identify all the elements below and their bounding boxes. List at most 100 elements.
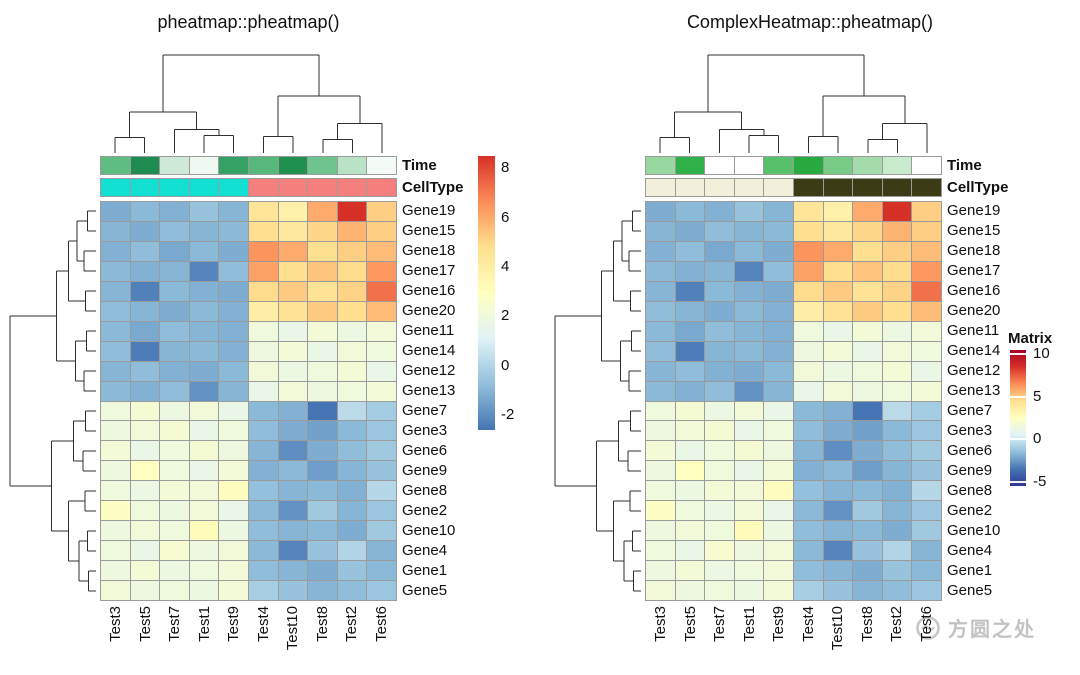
heatmap-cell	[734, 441, 764, 461]
row-label: Gene13	[402, 382, 456, 399]
row-label: Gene5	[402, 582, 448, 599]
heatmap-cell	[853, 461, 882, 481]
col-label: Test4	[799, 606, 817, 642]
heatmap-cell	[764, 221, 793, 241]
heatmap-cell	[705, 561, 734, 581]
heatmap-cell	[101, 501, 130, 521]
annotation-cell	[675, 179, 705, 196]
heatmap-cell	[367, 221, 396, 241]
heatmap-cell	[130, 561, 160, 581]
heatmap-cell	[794, 401, 823, 421]
row-label: Gene14	[947, 342, 1001, 359]
heatmap-cell	[675, 581, 705, 600]
col-label: Test5	[681, 606, 699, 642]
heatmap-cell	[160, 202, 189, 221]
heatmap-cell	[308, 441, 337, 461]
heatmap-cell	[764, 381, 793, 401]
heatmap-cell	[764, 301, 793, 321]
heatmap-cell	[337, 481, 367, 501]
heatmap-cell	[367, 261, 396, 281]
heatmap-cell	[675, 481, 705, 501]
heatmap-cell	[130, 301, 160, 321]
heatmap-cell	[160, 221, 189, 241]
heatmap-cell	[130, 241, 160, 261]
heatmap-cell	[764, 441, 793, 461]
heatmap-cell	[101, 261, 130, 281]
heatmap-cell	[646, 341, 675, 361]
heatmap-cell	[823, 401, 853, 421]
heatmap-cell	[853, 241, 882, 261]
heatmap-cell	[308, 321, 337, 341]
col-label: Test9	[770, 606, 788, 642]
heatmap-cell	[675, 461, 705, 481]
heatmap-cell	[249, 501, 278, 521]
heatmap-cell	[130, 441, 160, 461]
annotation-cell	[367, 157, 396, 174]
heatmap-cell	[278, 221, 308, 241]
heatmap-cell	[794, 281, 823, 301]
heatmap-cell	[278, 361, 308, 381]
heatmap-cell	[882, 401, 912, 421]
heatmap-cell	[337, 541, 367, 561]
heatmap-cell	[705, 281, 734, 301]
heatmap-cell	[101, 321, 130, 341]
annotation-cell	[764, 179, 793, 196]
heatmap-cell	[646, 421, 675, 441]
heatmap-cell	[675, 421, 705, 441]
heatmap-cell	[160, 461, 189, 481]
legend-tick-label: -5	[1033, 472, 1047, 490]
heatmap-cell	[219, 441, 248, 461]
heatmap-cell	[337, 321, 367, 341]
heatmap-cell	[189, 202, 219, 221]
column-dendrogram	[659, 54, 928, 153]
heatmap-cell	[101, 461, 130, 481]
heatmap-cell	[278, 421, 308, 441]
heatmap-cell	[160, 321, 189, 341]
heatmap-cell	[675, 261, 705, 281]
heatmap-cell	[646, 541, 675, 561]
heatmap-cell	[219, 521, 248, 541]
heatmap-cell	[249, 581, 278, 600]
heatmap-cell	[337, 341, 367, 361]
heatmap-cell	[219, 261, 248, 281]
heatmap-cell	[764, 341, 793, 361]
heatmap-cell	[189, 541, 219, 561]
heatmap-cell	[705, 481, 734, 501]
heatmap-cell	[219, 221, 248, 241]
annotation-cell	[675, 157, 705, 174]
heatmap-cell	[912, 381, 941, 401]
heatmap-cell	[189, 281, 219, 301]
heatmap-cell	[675, 521, 705, 541]
heatmap-cell	[882, 221, 912, 241]
heatmap-cell	[675, 281, 705, 301]
heatmap-cell	[367, 561, 396, 581]
heatmap-cell	[160, 521, 189, 541]
legend-tick-label: 4	[501, 258, 510, 276]
heatmap-cell	[278, 401, 308, 421]
heatmap-cell	[249, 221, 278, 241]
heatmap-cell	[675, 561, 705, 581]
heatmap-cell	[189, 441, 219, 461]
heatmap-cell	[189, 301, 219, 321]
heatmap-cell	[189, 241, 219, 261]
heatmap-cell	[794, 541, 823, 561]
heatmap-cell	[367, 241, 396, 261]
heatmap-cell	[853, 381, 882, 401]
heatmap-cell	[705, 321, 734, 341]
heatmap-cell	[160, 401, 189, 421]
heatmap-cell	[823, 221, 853, 241]
heatmap-cell	[734, 401, 764, 421]
heatmap-cell	[882, 321, 912, 341]
heatmap-cell	[705, 461, 734, 481]
heatmap-cell	[160, 481, 189, 501]
heatmap-cell	[101, 541, 130, 561]
heatmap-cell	[853, 541, 882, 561]
heatmap-cell	[734, 521, 764, 541]
heatmap-cell	[882, 241, 912, 261]
heatmap-cell	[853, 221, 882, 241]
heatmap-cell	[794, 261, 823, 281]
heatmap-cell	[337, 441, 367, 461]
heatmap-cell	[912, 401, 941, 421]
heatmap-cell	[912, 481, 941, 501]
heatmap-cell	[705, 501, 734, 521]
